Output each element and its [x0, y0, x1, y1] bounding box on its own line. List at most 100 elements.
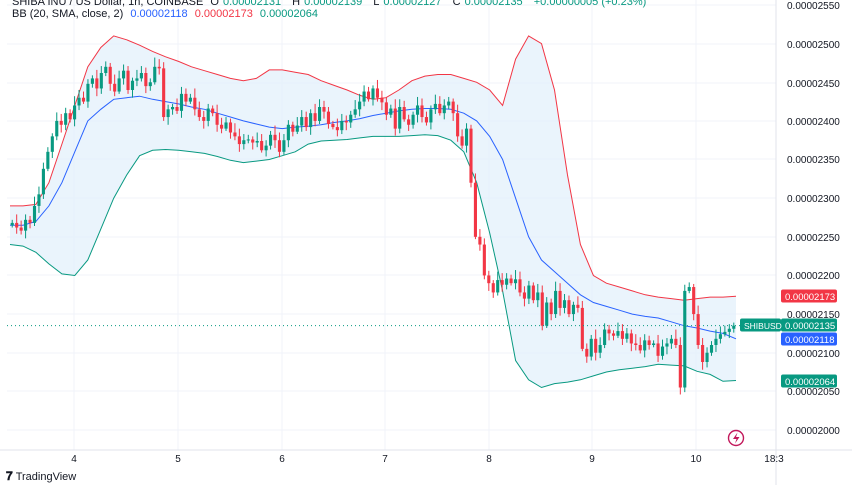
- candle-body-10: [55, 120, 59, 137]
- candlesticks: [10, 57, 736, 395]
- candle-body-96: [438, 103, 442, 114]
- candle-body-134: [607, 329, 611, 334]
- legend-ohlc: SHIBA INU / US Dollar, 1h, COINBASE O 0.0…: [12, 0, 650, 9]
- basis-line: [10, 95, 737, 340]
- candle-body-125: [567, 300, 571, 315]
- price-label-box: [781, 289, 837, 303]
- candle-body-27: [130, 80, 135, 90]
- candle-body-55: [255, 141, 259, 143]
- candle-body-104: [473, 182, 478, 237]
- candle-body-162: [732, 325, 736, 329]
- candle-body-118: [536, 292, 540, 301]
- candle-body-47: [220, 124, 224, 129]
- candle-body-120: [545, 302, 549, 326]
- candle-body-77: [353, 109, 357, 115]
- legend-high-value: 0.00002139: [304, 0, 363, 8]
- time-tick-label: 4: [71, 454, 77, 465]
- candle-body-61: [282, 140, 286, 152]
- legend-bb-basis: 0.00002118: [130, 8, 188, 20]
- candle-body-9: [50, 136, 54, 152]
- price-tick-label: 0.00002450: [787, 79, 840, 90]
- candle-body-113: [513, 279, 518, 284]
- candle-body-0: [10, 222, 14, 226]
- candle-body-26: [126, 70, 130, 90]
- legend-symbol: SHIBA INU / US Dollar, 1h, COINBASE: [12, 0, 204, 8]
- price-tick-label: 0.00002550: [787, 1, 840, 12]
- price-label-value: 0.00002135: [785, 321, 835, 332]
- legend-close-label: C: [452, 0, 461, 8]
- candle-body-67: [309, 113, 313, 128]
- candle-body-29: [139, 73, 143, 79]
- candle-body-158: [714, 338, 718, 345]
- candle-body-30: [144, 73, 148, 87]
- candle-body-40: [188, 97, 192, 102]
- time-tick-label: 10: [690, 454, 702, 465]
- price-tick-label: 0.00002250: [787, 233, 840, 244]
- candle-body-131: [594, 338, 598, 353]
- candle-body-90: [411, 114, 415, 125]
- candle-body-66: [304, 117, 308, 128]
- candle-body-86: [393, 108, 397, 129]
- candle-body-7: [41, 168, 45, 195]
- candle-body-2: [19, 227, 23, 231]
- candle-body-51: [237, 136, 241, 145]
- candle-body-144: [652, 343, 656, 345]
- candle-body-25: [122, 70, 126, 79]
- candle-body-18: [90, 78, 94, 84]
- legend-bb-upper: 0.00002173: [194, 8, 253, 20]
- candle-body-23: [113, 83, 117, 92]
- candle-body-143: [647, 340, 651, 345]
- time-tick-label: 9: [589, 454, 595, 465]
- candle-body-121: [549, 302, 553, 315]
- candle-body-92: [420, 105, 424, 118]
- candle-body-114: [518, 279, 522, 293]
- price-tick-label: 0.00002350: [787, 155, 840, 166]
- price-tick-label: 0.00002200: [787, 271, 840, 282]
- candle-body-85: [389, 108, 393, 115]
- candle-body-152: [687, 287, 691, 291]
- price-tick-label: 0.00002150: [787, 310, 840, 321]
- candle-body-76: [349, 114, 353, 123]
- candle-body-5: [32, 205, 37, 223]
- legend-high-label: H: [292, 0, 301, 8]
- candle-body-160: [723, 331, 727, 335]
- candle-body-98: [447, 101, 451, 106]
- candle-body-3: [24, 219, 28, 231]
- legend-close-value: 0.00002135: [464, 0, 523, 8]
- candle-body-154: [696, 314, 700, 345]
- candle-body-149: [674, 338, 678, 345]
- candle-body-105: [478, 236, 482, 245]
- candle-body-123: [558, 290, 562, 308]
- candle-body-1: [15, 222, 19, 228]
- candle-body-155: [701, 345, 705, 362]
- candle-body-159: [718, 334, 722, 339]
- candle-body-139: [629, 333, 633, 344]
- flash-icon[interactable]: [727, 429, 745, 447]
- legend-open-label: O: [210, 0, 219, 8]
- candle-body-117: [531, 285, 535, 301]
- candle-body-150: [678, 345, 682, 388]
- candle-body-17: [86, 83, 90, 102]
- candle-body-38: [179, 93, 184, 111]
- candle-body-19: [95, 78, 99, 89]
- candle-body-39: [184, 93, 188, 102]
- candle-body-24: [117, 78, 121, 92]
- legend-high: H 0.00002139: [292, 0, 366, 8]
- time-tick-label: 8: [486, 454, 492, 465]
- legend-close: C 0.00002135: [453, 0, 527, 8]
- candle-body-8: [46, 151, 50, 169]
- candle-body-34: [162, 68, 166, 118]
- candle-body-126: [571, 304, 575, 315]
- candle-body-156: [705, 352, 709, 362]
- candle-body-137: [620, 331, 624, 339]
- candle-body-161: [727, 328, 731, 332]
- candle-body-81: [371, 88, 375, 100]
- candle-body-151: [683, 290, 687, 388]
- candle-body-16: [81, 97, 86, 102]
- candle-body-52: [242, 140, 246, 145]
- candle-body-73: [335, 127, 339, 131]
- tradingview-logo[interactable]: 𝟕 TradingView: [6, 469, 76, 484]
- legend-open: O 0.00002131: [210, 0, 285, 8]
